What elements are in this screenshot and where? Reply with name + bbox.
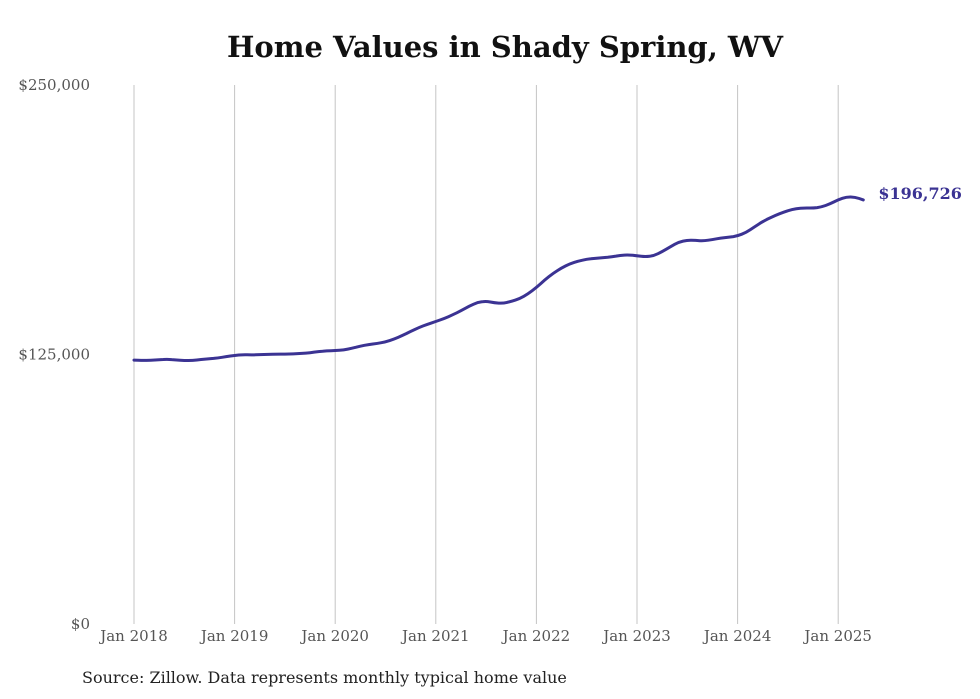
end-value-label: $196,726: [878, 184, 962, 203]
x-tick-label: Jan 2019: [199, 627, 269, 645]
x-tick-label: Jan 2018: [98, 627, 168, 645]
y-axis-ticks: $0 $125,000 $250,000: [18, 76, 90, 633]
source-note: Source: Zillow. Data represents monthly …: [82, 668, 567, 687]
x-tick-label: Jan 2023: [601, 627, 671, 645]
y-tick-label: $125,000: [18, 346, 90, 364]
x-tick-label: Jan 2024: [702, 627, 772, 645]
series-layer: $196,726: [132, 184, 962, 362]
x-tick-label: Jan 2025: [802, 627, 872, 645]
y-tick-label: $250,000: [18, 76, 90, 94]
x-tick-label: Jan 2022: [501, 627, 571, 645]
x-tick-label: Jan 2020: [299, 627, 369, 645]
x-axis-ticks: Jan 2018 Jan 2019 Jan 2020 Jan 2021 Jan 2022…: [98, 627, 872, 645]
y-tick-label: $0: [71, 615, 90, 633]
series-line: [132, 195, 865, 362]
x-tick-label: Jan 2021: [400, 627, 470, 645]
chart-title: Home Values in Shady Spring, WV: [227, 30, 783, 64]
